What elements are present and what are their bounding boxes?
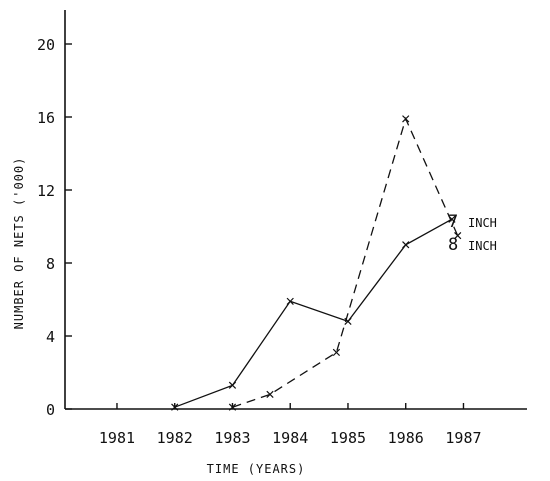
data-point-8-inch: [332, 348, 341, 357]
series-label-7-inch-unit: INCH: [468, 216, 497, 230]
marker-stroke: [266, 390, 274, 399]
series-label-8-inch-number: 8: [448, 235, 458, 255]
data-point-7-inch: [171, 403, 179, 411]
series-line-8-inch: [232, 116, 459, 408]
data-point-7-inch: [286, 297, 294, 305]
series-label-8-inch-unit: INCH: [468, 239, 497, 253]
data-point-8-inch: [228, 403, 237, 411]
marker-stroke: [228, 381, 237, 389]
y-axis-title: NUMBER OF NETS ('000): [12, 157, 26, 330]
data-point-8-inch: [402, 115, 410, 123]
series-line-7-inch: [174, 218, 453, 408]
x-tick-label: 1982: [157, 429, 193, 447]
y-tick-label: 0: [46, 401, 55, 419]
data-point-8-inch: [454, 232, 462, 240]
y-tick-label: 20: [37, 36, 55, 54]
x-tick-label: 1986: [388, 429, 424, 447]
x-tick-label: 1981: [99, 429, 135, 447]
marker-stroke: [171, 403, 179, 411]
x-tick-label: 1983: [214, 429, 250, 447]
y-tick-label: 4: [46, 328, 55, 346]
marker-stroke: [454, 232, 462, 240]
series-label-7-inch-number: 7: [448, 212, 458, 232]
data-point-7-inch: [402, 241, 410, 249]
x-axis-title: TIME (YEARS): [207, 462, 306, 476]
y-tick-label: 16: [37, 109, 55, 127]
data-point-7-inch: [228, 381, 237, 389]
x-tick-label: 1987: [445, 429, 481, 447]
marker-stroke: [402, 115, 410, 123]
series-layer: [171, 115, 462, 411]
y-tick-label: 12: [37, 182, 55, 200]
y-tick-label: 8: [46, 255, 55, 273]
axes: [64, 10, 527, 410]
marker-stroke: [332, 348, 341, 357]
marker-stroke: [448, 215, 456, 223]
marker-stroke: [402, 241, 410, 249]
marker-stroke: [286, 297, 294, 305]
x-tick-label: 1985: [330, 429, 366, 447]
ticks: 0 4 8 12 16 20 1981 1982 1983 1984 1985 1986 1987: [37, 36, 482, 447]
x-tick-label: 1984: [272, 429, 308, 447]
data-point-8-inch: [266, 390, 274, 399]
marker-stroke: [228, 403, 237, 411]
marker-stroke: [344, 317, 352, 326]
